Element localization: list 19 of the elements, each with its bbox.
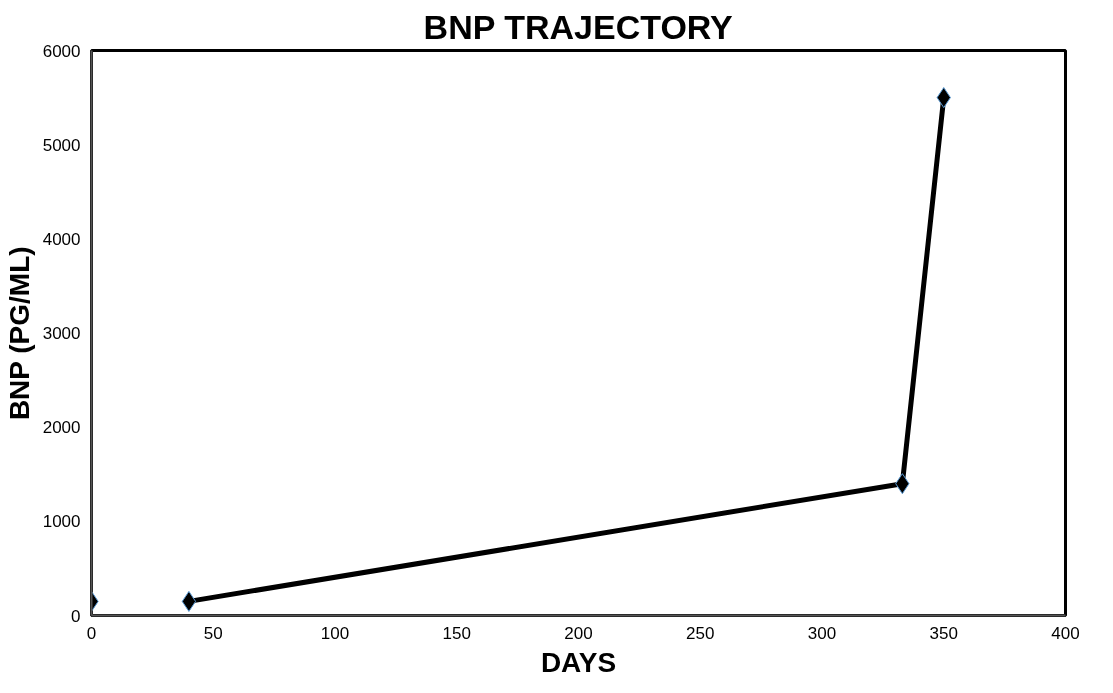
chart-title: BNP TRAJECTORY — [423, 7, 734, 46]
y-tick-label: 4000 — [42, 229, 81, 249]
x-tick-label: 350 — [929, 623, 958, 643]
x-tick-label: 100 — [320, 623, 350, 643]
y-axis-title: BNP (PG/ML) — [3, 246, 35, 421]
y-tick-label: 0 — [71, 606, 81, 626]
x-tick-label: 150 — [442, 623, 471, 643]
y-tick-label: 5000 — [42, 135, 81, 155]
x-tick-label: 250 — [686, 623, 715, 643]
x-tick-label: 200 — [564, 623, 593, 643]
y-tick-label: 2000 — [42, 418, 81, 438]
x-tick-label: 50 — [203, 623, 223, 643]
x-tick-label: 300 — [807, 623, 837, 643]
x-tick-label: 400 — [1051, 623, 1080, 643]
y-tick-label: 6000 — [42, 41, 81, 61]
x-tick-label: 0 — [86, 623, 97, 643]
y-tick-label: 1000 — [42, 512, 81, 532]
y-tick-label: 3000 — [42, 324, 81, 343]
x-axis-title: DAYS — [540, 646, 617, 678]
